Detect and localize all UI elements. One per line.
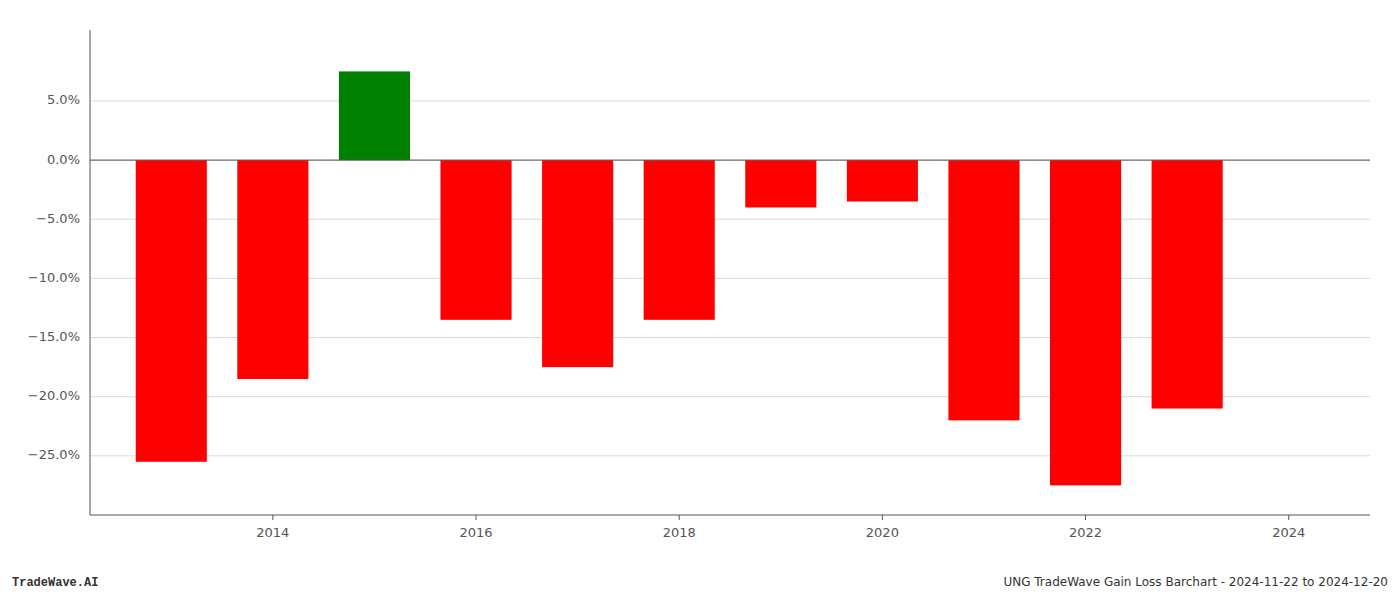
- bar: [440, 160, 511, 320]
- x-tick: [1085, 515, 1086, 520]
- bar: [237, 160, 308, 379]
- bar: [339, 71, 410, 160]
- footer-left: TradeWave.AI: [12, 576, 98, 590]
- bar: [542, 160, 613, 367]
- y-tick-label: −20.0%: [28, 388, 80, 403]
- x-tick-label: 2014: [256, 525, 289, 540]
- y-axis: 5.0% 0.0% −5.0% −10.0% −15.0% −20.0% −25.0%: [28, 92, 80, 462]
- x-tick: [679, 515, 680, 520]
- y-tick-label: −15.0%: [28, 329, 80, 344]
- bars: [136, 71, 1223, 485]
- x-tick-label: 2018: [663, 525, 696, 540]
- x-axis: 2014 2016 2018 2020 2022 2024: [256, 515, 1305, 540]
- grid: [90, 101, 1370, 456]
- x-tick-label: 2024: [1272, 525, 1305, 540]
- bar: [1152, 160, 1223, 408]
- grid-line: [90, 100, 1370, 101]
- grid-line: [90, 160, 1370, 161]
- x-tick: [272, 515, 273, 520]
- y-tick-label: −5.0%: [36, 211, 80, 226]
- x-tick: [1288, 515, 1289, 520]
- y-tick-label: −10.0%: [28, 270, 80, 285]
- y-axis-line: [90, 30, 91, 515]
- bar: [1050, 160, 1121, 485]
- bar: [745, 160, 816, 207]
- x-tick-label: 2022: [1069, 525, 1102, 540]
- grid-line: [90, 455, 1370, 456]
- chart: 5.0% 0.0% −5.0% −10.0% −15.0% −20.0% −25.0% 201…: [0, 0, 1400, 600]
- x-tick: [476, 515, 477, 520]
- x-tick-label: 2016: [459, 525, 492, 540]
- y-tick-label: −25.0%: [28, 447, 80, 462]
- bar: [847, 160, 918, 201]
- x-tick-label: 2020: [866, 525, 899, 540]
- bar: [948, 160, 1019, 420]
- bar: [644, 160, 715, 320]
- background: [0, 0, 1400, 600]
- x-axis-line: [90, 514, 1370, 515]
- y-tick-label: 0.0%: [47, 152, 80, 167]
- bar: [136, 160, 207, 462]
- footer-right: UNG TradeWave Gain Loss Barchart - 2024-…: [1003, 575, 1388, 589]
- x-tick: [882, 515, 883, 520]
- y-tick-label: 5.0%: [47, 92, 80, 107]
- zero-line: [90, 160, 1370, 161]
